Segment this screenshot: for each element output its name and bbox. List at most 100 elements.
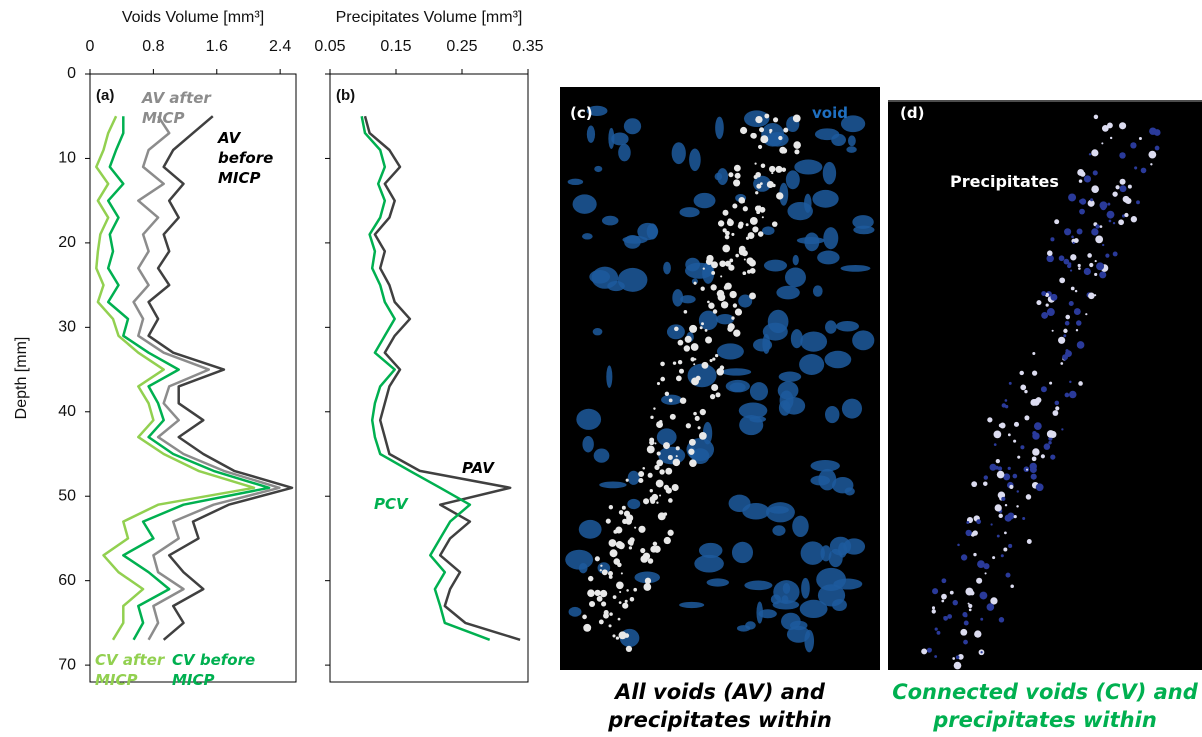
void-blob [744, 581, 772, 591]
void-cv [1006, 573, 1011, 578]
precipitate [700, 326, 703, 329]
void-blob [618, 144, 631, 162]
void-cv [1155, 146, 1160, 151]
precipitate [638, 471, 644, 477]
series-label: CV after MICP [95, 650, 175, 690]
precipitate [743, 206, 748, 211]
precipitate [711, 384, 718, 391]
void-cv [1032, 448, 1039, 455]
precipitate [624, 511, 630, 517]
void-cv [1110, 137, 1112, 139]
void-cv [1096, 262, 1104, 270]
precipitate [638, 526, 645, 533]
precipitate [654, 442, 656, 444]
precipitate [595, 556, 600, 561]
void-cv [1059, 255, 1065, 261]
void-cv [1032, 352, 1035, 355]
void-cv [1119, 122, 1126, 129]
void-blob [694, 193, 716, 208]
precipitate [713, 309, 718, 314]
series-label: AV after MICP [142, 88, 222, 128]
y-axis-title: Depth [mm] [13, 337, 30, 420]
void-cv [1036, 483, 1044, 491]
void-cv [977, 560, 985, 568]
void-cv [1120, 179, 1126, 185]
precipitate [609, 624, 612, 627]
void-cv [1041, 291, 1046, 296]
precipitate [710, 359, 713, 362]
precipitate [599, 619, 604, 624]
void-blob [823, 227, 838, 249]
precipitate [601, 601, 606, 606]
precipitate [608, 571, 613, 576]
precipitate [625, 600, 628, 603]
void-blob [852, 215, 873, 229]
precipitate [686, 423, 691, 428]
void-cv [1047, 308, 1055, 316]
void-blob [568, 179, 584, 185]
void-cv [1061, 428, 1063, 430]
precipitate [676, 455, 678, 457]
precipitate [602, 569, 608, 575]
void-blob [737, 625, 750, 632]
void-cv [964, 621, 969, 626]
precipitate [760, 182, 763, 185]
precipitate [746, 257, 753, 264]
precipitate [699, 432, 707, 440]
precipitate [771, 172, 773, 174]
void-blob [852, 330, 874, 350]
precipitate [678, 360, 682, 364]
precipitate [746, 237, 749, 240]
precipitate [793, 115, 801, 123]
precipitate [653, 407, 655, 409]
caption: All voids (AV) and precipitates within [555, 678, 885, 734]
void-blob [773, 600, 800, 609]
void-cv [1094, 115, 1098, 119]
x-axis-title: Voids Volume [mm³] [122, 9, 264, 26]
void-cv [1017, 456, 1020, 459]
precipitate [664, 485, 669, 490]
precipitate [600, 565, 602, 567]
precipitate [667, 530, 673, 536]
void-blob [667, 324, 685, 339]
precipitate [597, 596, 603, 602]
void-cv [957, 544, 960, 547]
void-cv [929, 648, 932, 651]
void-cv [1020, 445, 1024, 449]
page: {"chart_data": [ {"type": "line", "panel… [0, 0, 1202, 737]
x-tick-label: 0 [86, 38, 95, 55]
series-label: PCV [374, 494, 408, 514]
precipitate [708, 303, 714, 309]
precipitate [589, 601, 595, 607]
precipitate [698, 426, 701, 429]
void-blob [593, 328, 603, 335]
void-blob [794, 160, 822, 175]
void-cv [1091, 228, 1098, 235]
void-cv [1094, 273, 1097, 276]
precipitate [588, 576, 593, 581]
void-cv [997, 535, 1000, 538]
series-line [149, 116, 292, 640]
void-blob [836, 321, 859, 332]
void-blob [715, 173, 723, 180]
precipitate [711, 284, 717, 290]
void-blob [810, 475, 830, 485]
precipitate [750, 217, 758, 225]
void-cv [1049, 382, 1052, 385]
precipitate [758, 231, 764, 237]
void-blob [628, 471, 640, 485]
void-cv [1034, 422, 1042, 430]
precipitate [674, 327, 679, 332]
void-cv [987, 417, 992, 422]
void-cv [1109, 220, 1112, 223]
void-cv [997, 471, 1005, 479]
void-cv [1030, 463, 1037, 470]
caption: Connected voids (CV) and precipitates wi… [880, 678, 1202, 734]
void-cv [1050, 454, 1055, 459]
void-cv [1113, 222, 1115, 224]
void-cv [1031, 474, 1037, 480]
precipitate [622, 603, 628, 609]
precipitate [684, 310, 688, 314]
precipitate [656, 502, 658, 504]
precipitate [733, 303, 737, 307]
